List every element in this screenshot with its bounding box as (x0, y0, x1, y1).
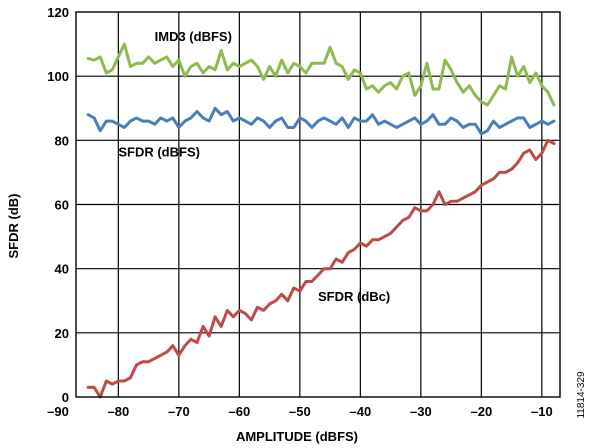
x-tick-label: –40 (349, 404, 371, 419)
y-tick-label: 20 (55, 326, 69, 341)
series-label-sfdr-dbc: SFDR (dBc) (318, 289, 390, 304)
x-tick-label: –50 (289, 404, 311, 419)
figure-id: 11814-329 (576, 371, 587, 419)
series-label-sfdr-dbfs: SFDR (dBFS) (118, 144, 200, 159)
y-tick-label: 60 (55, 198, 69, 213)
x-tick-label: –30 (410, 404, 432, 419)
data-series (86, 42, 556, 399)
series-line-sfdr-dbfs (86, 106, 556, 136)
series-label-imd3-dbfs: IMD3 (dBFS) (155, 29, 232, 44)
x-tick-label: –60 (228, 404, 250, 419)
plot-frame (75, 11, 561, 398)
y-axis-title: SFDR (dB) (6, 194, 21, 259)
y-tick-labels: 0 20 40 60 80 100 120 (47, 5, 69, 405)
series-labels: IMD3 (dBFS) SFDR (dBFS) SFDR (dBc) (118, 29, 390, 304)
x-tick-label: –80 (107, 404, 129, 419)
series-line-sfdr-dbc (86, 138, 556, 399)
x-axis-title: AMPLITUDE (dBFS) (236, 429, 358, 444)
x-tick-label: –10 (531, 404, 553, 419)
grid-lines (76, 12, 560, 397)
y-tick-label: 0 (62, 390, 69, 405)
y-tick-label: 120 (47, 5, 69, 20)
x-tick-label: –90 (47, 404, 69, 419)
y-tick-label: 100 (47, 69, 69, 84)
series-line-imd3-dbfs (86, 42, 556, 107)
y-tick-label: 40 (55, 262, 69, 277)
x-tick-label: –70 (168, 404, 190, 419)
y-tick-label: 80 (55, 133, 69, 148)
x-tick-labels: –90 –80 –70 –60 –50 –40 –30 –20 –10 (47, 404, 553, 419)
x-tick-label: –20 (470, 404, 492, 419)
